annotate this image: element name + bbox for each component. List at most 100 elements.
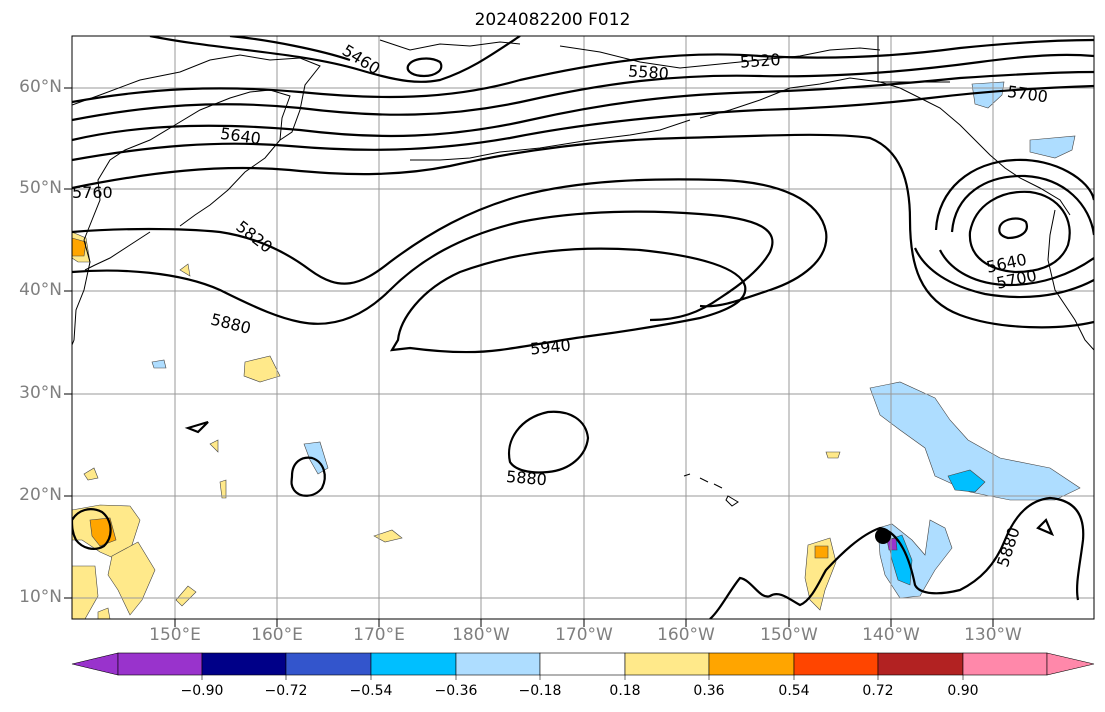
contour-low-nw: [406, 57, 443, 78]
contour-label: 5940: [529, 335, 571, 358]
shade-yellow-small6: [219, 479, 227, 499]
shade-purple-se: [886, 537, 898, 551]
colorbar-bin: [201, 652, 287, 676]
coast-asia: [72, 54, 321, 346]
map-area: [72, 36, 1094, 619]
contour-5760: [72, 133, 1094, 329]
contour-5880: [72, 210, 774, 325]
gridlines: [72, 36, 1094, 619]
shade-yellow-30n: [243, 355, 281, 383]
contour-5940: [389, 247, 747, 354]
lon-label: 150°W: [760, 625, 818, 645]
coast-us-west: [1047, 209, 1094, 351]
contour-low-ring5: [939, 249, 1094, 287]
lon-label: 160°E: [251, 625, 303, 645]
colorbar-extend-left: [71, 652, 119, 676]
coast-kamchatka: [379, 39, 521, 51]
colorbar-extend-right: [1046, 652, 1095, 676]
lon-label: 170°E: [353, 625, 405, 645]
coast-hawaii: [683, 473, 739, 507]
map-title: 2024082200 F012: [474, 10, 631, 30]
coast-japan: [84, 231, 151, 271]
point-marker: [875, 528, 891, 544]
lat-label: 10°N: [19, 587, 62, 607]
colorbar-tick-label: 0.18: [609, 683, 641, 699]
contour-label: 5880: [505, 467, 547, 489]
contour-low-ring1: [998, 217, 1028, 240]
colorbar-bin: [793, 652, 879, 676]
contour-5880-sw: [72, 508, 112, 550]
contour-low-ring2: [968, 190, 1071, 274]
shade-yellow-small7: [209, 439, 219, 453]
lon-label: 140°W: [862, 625, 920, 645]
anomaly-shading: [72, 81, 1081, 619]
axis-ticks: [64, 87, 994, 627]
contour-low-ring6: [913, 247, 1094, 299]
colorbar-bin: [285, 652, 372, 676]
lat-label: 30°N: [19, 383, 62, 403]
coast-alaska: [559, 45, 881, 69]
coast-alaska-south: [699, 77, 1071, 216]
shade-yellow-small8: [97, 607, 111, 619]
contour-5640-top: [72, 70, 1094, 142]
contour-5880-small: [290, 456, 326, 497]
contour-5880-mid: [507, 410, 590, 474]
coast-aleutians: [410, 119, 691, 161]
colorbar-bin: [539, 652, 626, 676]
colorbar-bin: [877, 652, 964, 676]
contour-5460-b: [229, 36, 351, 62]
coast-kurils: [179, 139, 281, 227]
lon-label: 150°E: [149, 625, 201, 645]
shade-yellow-sw2: [72, 565, 99, 619]
contour-label: 5520: [739, 50, 781, 72]
height-contours: [72, 36, 1094, 619]
shade-yellow-small3: [83, 467, 99, 481]
colorbar-bin: [708, 652, 795, 676]
shade-blue-ne: [869, 381, 1081, 501]
contour-5700: [72, 84, 1094, 162]
lat-label: 40°N: [19, 280, 62, 300]
colorbar-bin: [624, 652, 710, 676]
colorbar-tick-label: −0.90: [180, 683, 224, 699]
lon-label: 170°W: [555, 625, 613, 645]
colorbar-bin: [370, 652, 457, 676]
shade-orange-japan: [72, 237, 87, 257]
lon-label: 180°W: [452, 625, 510, 645]
shade-yellow-small5: [175, 585, 197, 607]
shade-yellow-sw3: [107, 541, 156, 616]
contour-5460: [149, 36, 521, 83]
shade-blue-small1: [151, 359, 167, 369]
shade-yellow-small2: [179, 263, 191, 277]
lat-label: 60°N: [19, 77, 62, 97]
contour-low-ring4: [934, 158, 1094, 231]
colorbar-tick-label: 0.54: [778, 683, 810, 699]
shade-blue-nw: [1029, 135, 1076, 159]
lon-label: 130°W: [964, 625, 1022, 645]
colorbar-tick-label: 0.90: [947, 683, 979, 699]
colorbar-tick-label: −0.36: [434, 683, 478, 699]
colorbar-bin: [117, 652, 203, 676]
lat-label: 50°N: [19, 178, 62, 198]
colorbar-tick-label: 0.36: [693, 683, 725, 699]
contour-label: 5580: [628, 61, 670, 83]
colorbar-tick-label: −0.18: [518, 683, 562, 699]
colorbar: [71, 652, 1095, 680]
shade-yellow-small4: [825, 451, 841, 459]
lat-label: 20°N: [19, 485, 62, 505]
shade-orange-se: [814, 545, 829, 559]
contour-label: 5760: [72, 183, 113, 202]
contour-small-triangle: [1036, 518, 1055, 537]
colorbar-tick-label: 0.72: [862, 683, 894, 699]
contour-small-a: [184, 420, 209, 434]
colorbar-tick-label: −0.72: [264, 683, 308, 699]
lon-label: 160°W: [657, 625, 715, 645]
colorbar-bin: [962, 652, 1048, 676]
contour-5520: [72, 38, 1094, 104]
contour-5820: [72, 178, 828, 308]
colorbar-bin: [455, 652, 541, 676]
map-border: [71, 35, 1095, 620]
colorbar-tick-label: −0.54: [349, 683, 393, 699]
shade-yellow-small1: [373, 529, 403, 543]
contour-5580: [72, 53, 1094, 122]
